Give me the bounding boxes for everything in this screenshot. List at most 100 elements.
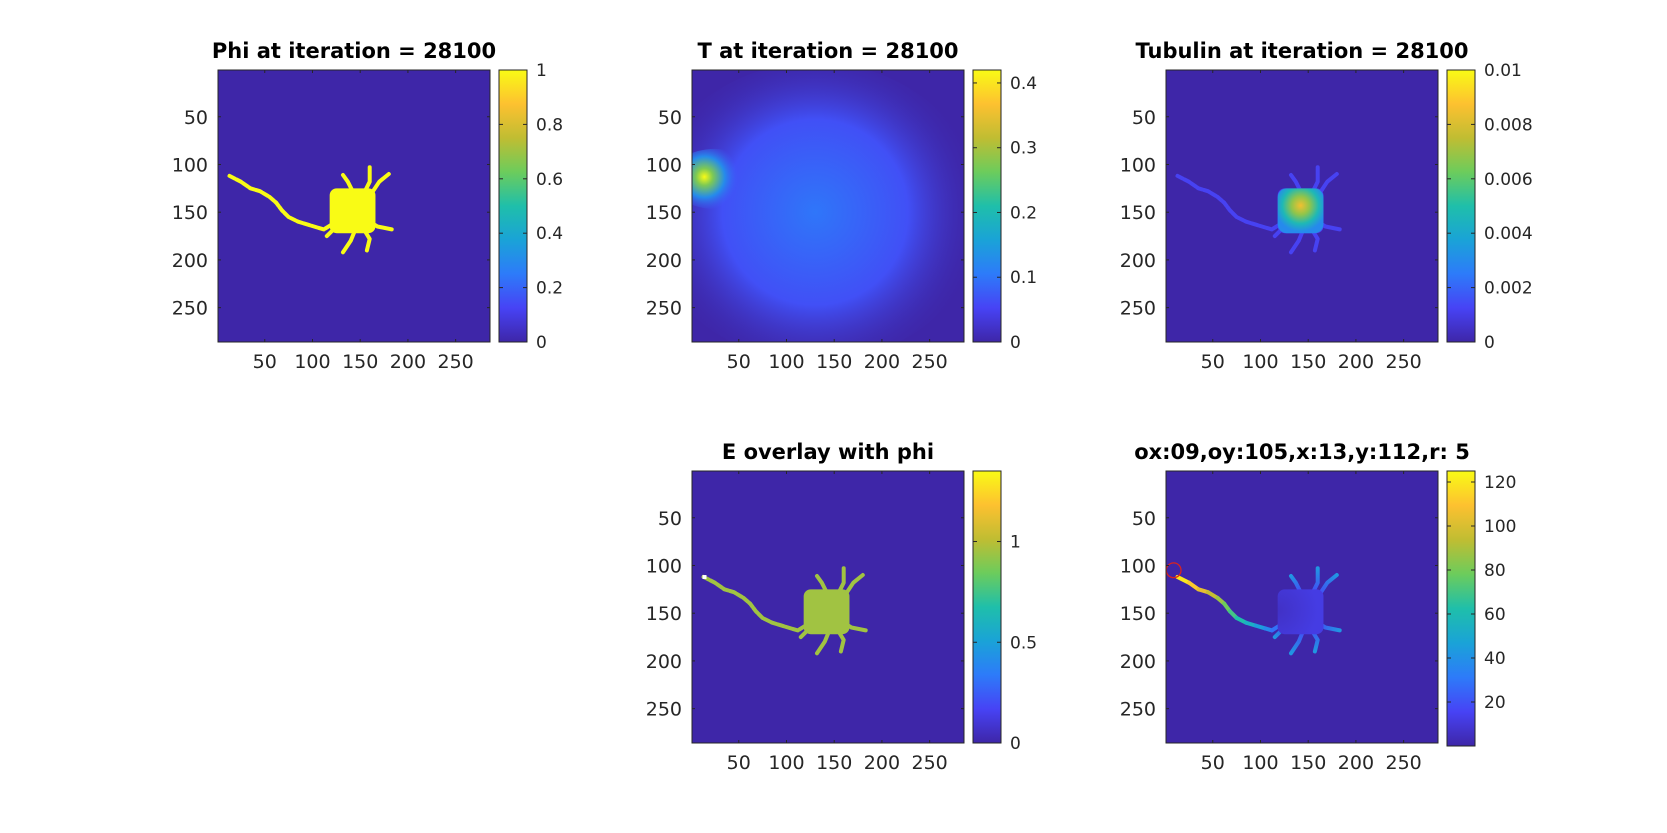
colorbar-tick-label: 0.8: [536, 115, 563, 135]
colorbar-tick-label: 1: [1010, 533, 1021, 553]
x-tick-label: 250: [912, 752, 948, 774]
subplot-title: E overlay with phi: [722, 440, 934, 464]
colorbar-tick-label: 0.002: [1484, 279, 1533, 299]
colorbar-tick-label: 0: [1010, 734, 1021, 754]
y-tick-label: 150: [646, 202, 682, 224]
axon-trace: [1175, 173, 1282, 232]
colorbar-tick-label: 0.5: [1010, 633, 1037, 653]
x-tick-label: 100: [1242, 752, 1278, 774]
x-tick-label: 50: [727, 752, 751, 774]
colorbar-tick-label: 60: [1484, 605, 1506, 625]
colorbar-tick-label: 0: [1010, 333, 1021, 353]
heatmap-phi: [218, 70, 490, 342]
x-tick-label: 250: [1386, 351, 1422, 373]
x-tick-label: 50: [1201, 752, 1225, 774]
colorbar-tick-label: 0.01: [1484, 61, 1522, 81]
x-tick-label: 150: [1290, 351, 1326, 373]
y-tick-label: 250: [1120, 298, 1156, 320]
x-tick-label: 100: [768, 752, 804, 774]
colorbar-tick-label: 0.4: [536, 224, 563, 244]
colorbar-E: 00.51: [972, 470, 1037, 754]
colorbar-T: 0 0.1 0.2 0.3 0.4: [972, 69, 1037, 353]
axes-frame: [691, 69, 965, 343]
colorbar-frame: [1446, 69, 1476, 343]
y-tick-label: 150: [1120, 603, 1156, 625]
colorbar-distance: 20 40 60 80 100 120: [1446, 470, 1516, 747]
x-tick-label: 200: [390, 351, 426, 373]
axes-frame: [1165, 69, 1439, 343]
y-tick-label: 250: [646, 298, 682, 320]
x-tick-label: 250: [912, 351, 948, 373]
y-tick-label: 150: [646, 603, 682, 625]
colorbar-tick-label: 0.3: [1010, 139, 1037, 159]
dendrite-3: [1317, 171, 1339, 196]
axes-frame: [691, 470, 965, 744]
heatmap-T: [692, 70, 964, 342]
colorbar-frame: [972, 470, 1002, 744]
x-tick-label: 250: [1386, 752, 1422, 774]
colorbar-frame: [972, 69, 1002, 343]
y-tick-label: 50: [1132, 107, 1156, 129]
y-tick-label: 100: [1120, 154, 1156, 176]
x-tick-label: 50: [253, 351, 277, 373]
y-tick-label: 100: [172, 154, 208, 176]
colorbar-frame: [498, 69, 528, 343]
axes-frame: [1165, 470, 1439, 744]
dendrite-3: [843, 572, 865, 597]
x-tick-label: 200: [864, 752, 900, 774]
y-tick-label: 200: [172, 250, 208, 272]
tubulin-peak: [1277, 188, 1324, 234]
y-tick-label: 150: [1120, 202, 1156, 224]
dendrite-2: [1310, 566, 1320, 595]
axon-trace: [227, 173, 334, 232]
colorbar-gradient: [1447, 471, 1475, 746]
y-tick-label: 50: [184, 107, 208, 129]
dendrite-1: [814, 573, 829, 595]
y-tick-label: 250: [172, 298, 208, 320]
colorbar-tick-label: 0.1: [1010, 268, 1037, 288]
colorbar-tick-label: 0.008: [1484, 115, 1533, 135]
x-tick-label: 50: [727, 351, 751, 373]
y-tick-label: 200: [646, 250, 682, 272]
x-tick-label: 200: [1338, 752, 1374, 774]
heatmap-E: [692, 471, 964, 743]
x-tick-label: 150: [816, 752, 852, 774]
y-tick-label: 250: [1120, 699, 1156, 721]
dendrite-2: [836, 566, 846, 595]
subplot-title: T at iteration = 28100: [697, 39, 958, 63]
colorbar-tick-label: 0: [536, 333, 547, 353]
subplot-title: Tubulin at iteration = 28100: [1135, 39, 1468, 63]
colorbar-tick-label: 0.006: [1484, 170, 1533, 190]
colorbar-tick-label: 100: [1484, 517, 1516, 537]
axon-trace: [701, 574, 808, 633]
y-tick-label: 150: [172, 202, 208, 224]
dendrite-3: [1317, 572, 1339, 597]
colorbar-tick-label: 40: [1484, 649, 1506, 669]
x-tick-label: 200: [1338, 351, 1374, 373]
colorbar-gradient: [973, 70, 1001, 342]
dendrite-2: [1310, 165, 1320, 194]
y-tick-label: 100: [1120, 555, 1156, 577]
cell-body: [1277, 589, 1324, 635]
x-tick-label: 150: [1290, 752, 1326, 774]
growth-tip: [702, 575, 707, 580]
concentration-cloud: [692, 70, 964, 342]
y-tick-label: 250: [646, 699, 682, 721]
cell-body: [329, 188, 376, 234]
y-tick-label: 200: [1120, 651, 1156, 673]
subplot-title: Phi at iteration = 28100: [212, 39, 496, 63]
x-tick-label: 100: [1242, 351, 1278, 373]
y-tick-label: 100: [646, 154, 682, 176]
subplot-E: 50 100 150 200 250 50 100 150 200 250 E overlay wi…: [646, 440, 1037, 774]
x-tick-label: 100: [294, 351, 330, 373]
axon-segment: [1175, 574, 1191, 585]
dendrite-2: [362, 165, 372, 194]
heatmap-distance: [1166, 471, 1438, 743]
colorbar-gradient: [973, 471, 1001, 743]
x-tick-label: 150: [816, 351, 852, 373]
y-tick-label: 50: [658, 508, 682, 530]
colorbar-tick-label: 0.2: [536, 279, 563, 299]
colorbar-tick-label: 0.004: [1484, 224, 1533, 244]
colorbar-tick-label: 0.6: [536, 170, 563, 190]
colorbar-tick-label: 0.4: [1010, 74, 1037, 94]
